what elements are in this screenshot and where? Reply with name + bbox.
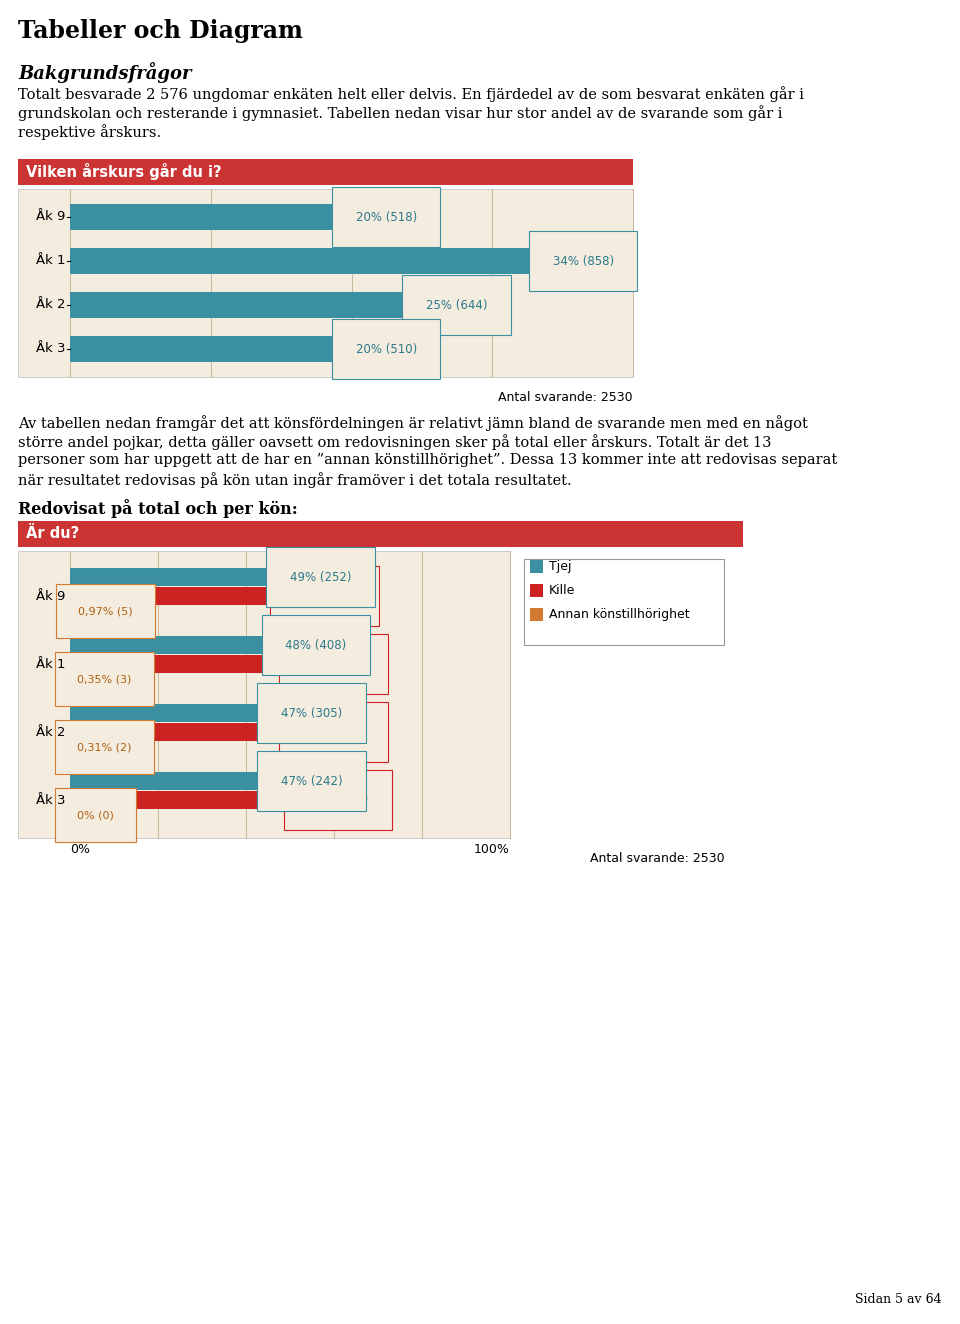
Text: Åk 2: Åk 2 xyxy=(36,298,65,311)
Text: Av tabellen nedan framgår det att könsfördelningen är relativt jämn bland de sva: Av tabellen nedan framgår det att könsfö… xyxy=(18,414,808,430)
FancyBboxPatch shape xyxy=(70,790,303,809)
FancyBboxPatch shape xyxy=(70,587,290,605)
Text: 0%: 0% xyxy=(70,843,90,857)
Text: Åk 9: Åk 9 xyxy=(36,211,65,224)
Text: 100%: 100% xyxy=(474,843,510,857)
Text: Tabeller och Diagram: Tabeller och Diagram xyxy=(18,19,302,42)
FancyBboxPatch shape xyxy=(18,522,743,547)
Text: 20% (510): 20% (510) xyxy=(355,343,417,356)
Text: Sidan 5 av 64: Sidan 5 av 64 xyxy=(855,1294,942,1305)
FancyBboxPatch shape xyxy=(530,608,543,621)
Text: Åk 2: Åk 2 xyxy=(36,726,65,739)
Text: respektive årskurs.: respektive årskurs. xyxy=(18,124,161,140)
Text: 25% (644): 25% (644) xyxy=(426,298,488,311)
Text: Åk 1: Åk 1 xyxy=(36,254,65,267)
FancyBboxPatch shape xyxy=(70,655,299,673)
Text: 0% (0): 0% (0) xyxy=(77,810,114,820)
Text: 0,35% (3): 0,35% (3) xyxy=(77,674,132,685)
FancyBboxPatch shape xyxy=(70,772,276,790)
Text: Åk 3: Åk 3 xyxy=(36,793,65,806)
Text: 48% (408): 48% (408) xyxy=(285,638,347,651)
Text: 52% (447): 52% (447) xyxy=(302,658,364,670)
FancyBboxPatch shape xyxy=(70,606,74,616)
Text: 34% (858): 34% (858) xyxy=(553,254,613,267)
Text: Åk 3: Åk 3 xyxy=(36,343,65,356)
FancyBboxPatch shape xyxy=(70,674,73,685)
Text: personer som har uppgett att de har en ”annan könstillhörighet”. Dessa 13 kommer: personer som har uppgett att de har en ”… xyxy=(18,453,837,467)
Text: 53% (268): 53% (268) xyxy=(307,793,369,806)
Text: 47% (242): 47% (242) xyxy=(280,775,343,788)
FancyBboxPatch shape xyxy=(524,559,724,645)
Text: 0,31% (2): 0,31% (2) xyxy=(77,741,132,752)
Text: 0,97% (5): 0,97% (5) xyxy=(79,606,132,616)
FancyBboxPatch shape xyxy=(70,248,548,274)
FancyBboxPatch shape xyxy=(70,204,351,230)
Text: när resultatet redovisas på kön utan ingår framöver i det totala resultatet.: när resultatet redovisas på kön utan ing… xyxy=(18,471,571,487)
Text: Annan könstillhörighet: Annan könstillhörighet xyxy=(549,608,689,621)
Text: Vilken årskurs går du i?: Vilken årskurs går du i? xyxy=(26,163,222,180)
FancyBboxPatch shape xyxy=(70,723,299,741)
Text: 20% (518): 20% (518) xyxy=(355,211,417,224)
Text: Åk 1: Åk 1 xyxy=(36,658,65,670)
FancyBboxPatch shape xyxy=(70,636,281,654)
Text: Åk 9: Åk 9 xyxy=(36,589,65,602)
FancyBboxPatch shape xyxy=(70,741,73,752)
Text: 47% (305): 47% (305) xyxy=(280,707,342,719)
Text: Antal svarande: 2530: Antal svarande: 2530 xyxy=(498,391,633,404)
FancyBboxPatch shape xyxy=(530,560,543,573)
Text: grundskolan och resterande i gymnasiet. Tabellen nedan visar hur stor andel av d: grundskolan och resterande i gymnasiet. … xyxy=(18,105,782,120)
Text: Antal svarande: 2530: Antal svarande: 2530 xyxy=(590,853,725,865)
FancyBboxPatch shape xyxy=(18,159,633,185)
FancyBboxPatch shape xyxy=(18,189,633,377)
FancyBboxPatch shape xyxy=(70,704,276,722)
FancyBboxPatch shape xyxy=(70,336,351,361)
Text: Redovisat på total och per kön:: Redovisat på total och per kön: xyxy=(18,499,298,518)
Text: Är du?: Är du? xyxy=(26,527,80,542)
FancyBboxPatch shape xyxy=(18,551,510,838)
FancyBboxPatch shape xyxy=(70,568,286,587)
Text: 49% (252): 49% (252) xyxy=(290,571,351,584)
Text: Kille: Kille xyxy=(549,584,575,597)
FancyBboxPatch shape xyxy=(70,810,73,820)
FancyBboxPatch shape xyxy=(530,584,543,597)
Text: 52% (337): 52% (337) xyxy=(302,726,364,739)
Text: större andel pojkar, detta gäller oavsett om redovisningen sker på total eller å: större andel pojkar, detta gäller oavset… xyxy=(18,434,772,450)
FancyBboxPatch shape xyxy=(70,293,421,318)
Text: Totalt besvarade 2 576 ungdomar enkäten helt eller delvis. En fjärdedel av de so: Totalt besvarade 2 576 ungdomar enkäten … xyxy=(18,86,804,102)
Text: Tjej: Tjej xyxy=(549,560,571,573)
Text: Bakgrundsfrågor: Bakgrundsfrågor xyxy=(18,62,191,83)
Text: 50% (261): 50% (261) xyxy=(294,589,355,602)
